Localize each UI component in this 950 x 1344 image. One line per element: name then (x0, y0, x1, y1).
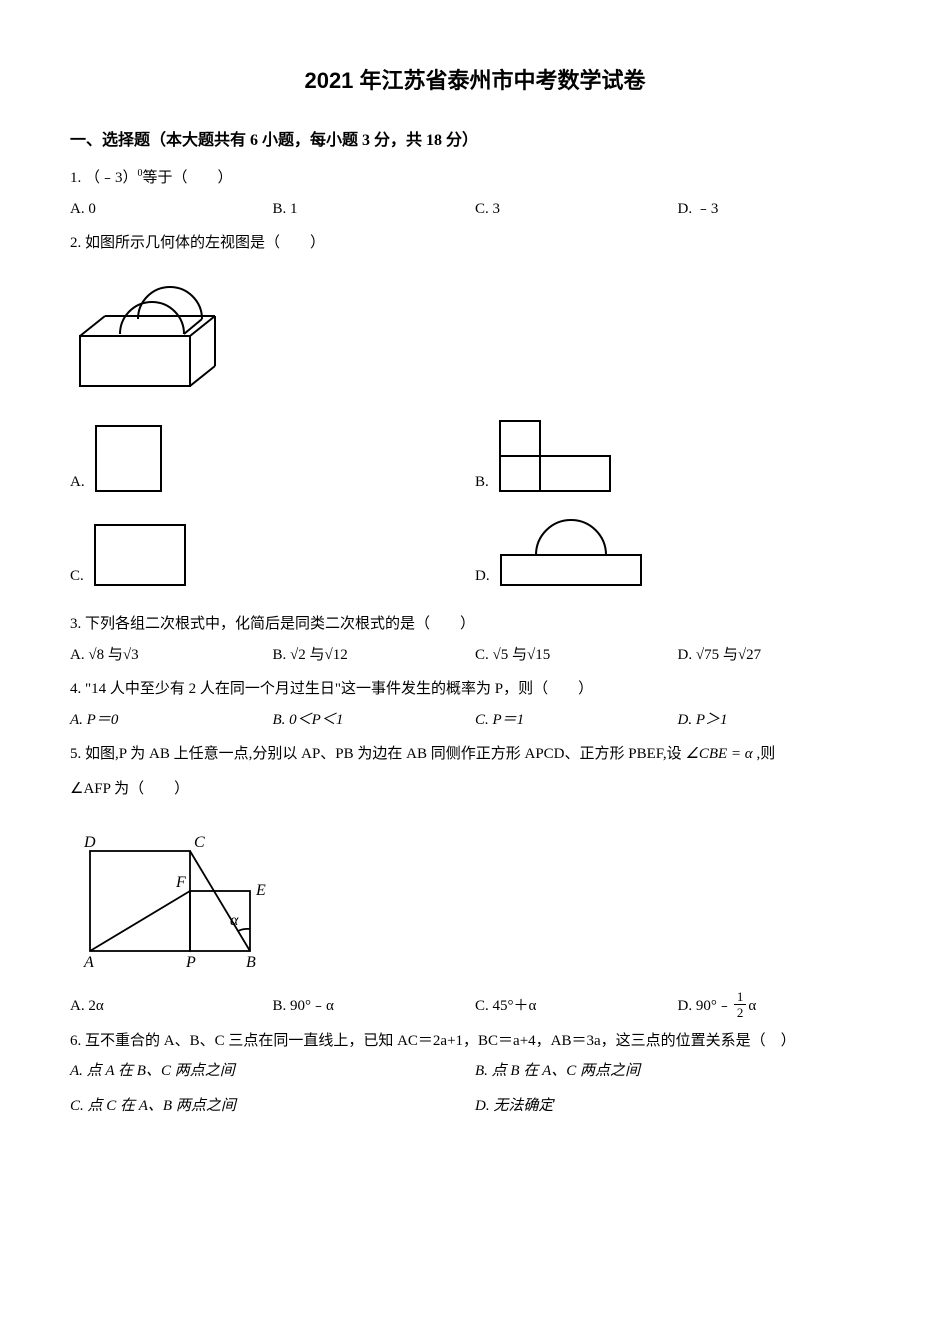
sqrt-b1: √2 (290, 647, 306, 663)
q3-d-label: D. (678, 647, 696, 663)
q3-option-b: B. √2 与√12 (273, 641, 476, 670)
sqrt-b2: √12 (325, 647, 348, 663)
q5-label-F: F (175, 874, 186, 891)
q5-stem-angle: ∠CBE = α (685, 746, 752, 762)
q2-option-a: A. (70, 416, 475, 496)
q3-a-mid: 与 (104, 647, 123, 663)
q3-option-a: A. √8 与√3 (70, 641, 273, 670)
q5-label-D: D (83, 834, 96, 851)
q3-c-label: C. (475, 647, 493, 663)
q5-option-c: C. 45°＋α (475, 992, 678, 1021)
q1-stem: 1. （﹣3）0等于（ ） (70, 164, 880, 193)
section-header: 一、选择题（本大题共有 6 小题，每小题 3 分，共 18 分） (70, 126, 880, 156)
q6-option-a: A. 点 A 在 B、C 两点之间 (70, 1057, 475, 1086)
q2-shape-d (496, 510, 646, 590)
q3-options: A. √8 与√3 B. √2 与√12 C. √5 与√15 D. √75 与… (70, 641, 880, 670)
sqrt-c2: √15 (527, 647, 550, 663)
q2-shape-c (90, 520, 190, 590)
q2-label-a: A. (70, 468, 85, 497)
q5-d-num: 1 (734, 990, 747, 1005)
q5-figure: D C F E A P B α (70, 811, 880, 982)
q4-stem: 4. "14 人中至少有 2 人在同一个月过生日"这一事件发生的概率为 P，则（… (70, 675, 880, 704)
q4-option-c: C. P＝1 (475, 706, 678, 735)
sqrt-d2: √27 (738, 647, 761, 663)
q1-option-b: B. 1 (273, 195, 476, 224)
sqrt-a2: √3 (123, 647, 139, 663)
q3-d-r1: 75 (704, 647, 719, 663)
q5-d-suffix: α (748, 998, 756, 1014)
q5-stem-line2: ∠AFP 为（ ） (70, 775, 880, 804)
q5-stem: 5. 如图,P 为 AB 上任意一点,分别以 AP、PB 为边在 AB 同侧作正… (70, 740, 880, 769)
q6-stem: 6. 互不重合的 A、B、C 三点在同一直线上，已知 AC＝2a+1，BC＝a+… (70, 1027, 880, 1056)
q6-option-c: C. 点 C 在 A、B 两点之间 (70, 1092, 475, 1121)
q3-a-label: A. (70, 647, 88, 663)
q5-options: A. 2α B. 90°﹣α C. 45°＋α D. 90°﹣12α (70, 992, 880, 1021)
q4-option-b: B. 0＜P＜1 (273, 706, 476, 735)
q5-label-P: P (185, 954, 196, 971)
q3-c-r2: 15 (535, 647, 550, 663)
q3-b-r1: 2 (298, 647, 306, 663)
q1-stem-suffix: 等于（ ） (143, 170, 233, 186)
q3-b-label: B. (273, 647, 291, 663)
q4-option-d: D. P＞1 (678, 706, 881, 735)
q1-options: A. 0 B. 1 C. 3 D. ﹣3 (70, 195, 880, 224)
page-title: 2021 年江苏省泰州市中考数学试卷 (70, 60, 880, 102)
q2-stem: 2. 如图所示几何体的左视图是（ ） (70, 229, 880, 258)
q1-option-d: D. ﹣3 (678, 195, 881, 224)
q5-d-fraction: 12 (734, 990, 747, 1019)
q2-label-b: B. (475, 468, 489, 497)
q6-options: A. 点 A 在 B、C 两点之间 B. 点 B 在 A、C 两点之间 C. 点… (70, 1057, 880, 1126)
q5-option-d: D. 90°﹣12α (678, 992, 881, 1021)
q5-d-prefix: D. 90°﹣ (678, 998, 732, 1014)
q5-label-alpha: α (230, 912, 239, 929)
q5-option-b: B. 90°﹣α (273, 992, 476, 1021)
q3-d-mid: 与 (719, 647, 738, 663)
q5-d-den: 2 (734, 1005, 747, 1019)
q5-label-B: B (246, 954, 256, 971)
q3-a-r2: 3 (131, 647, 139, 663)
q6-option-d: D. 无法确定 (475, 1092, 880, 1121)
q2-label-d: D. (475, 562, 490, 591)
q3-a-r1: 8 (97, 647, 105, 663)
q3-b-mid: 与 (306, 647, 325, 663)
q3-b-r2: 12 (333, 647, 348, 663)
q2-option-d: D. (475, 510, 880, 590)
q2-options: A. B. C. D. (70, 416, 880, 604)
q1-stem-prefix: 1. （﹣3） (70, 170, 138, 186)
q4-option-a: A. P＝0 (70, 706, 273, 735)
q1-option-c: C. 3 (475, 195, 678, 224)
q5-label-E: E (255, 882, 266, 899)
q5-stem-part1: 5. 如图,P 为 AB 上任意一点,分别以 AP、PB 为边在 AB 同侧作正… (70, 746, 682, 762)
q2-shape-a (91, 416, 171, 496)
q3-c-mid: 与 (508, 647, 527, 663)
q3-option-c: C. √5 与√15 (475, 641, 678, 670)
q3-stem: 3. 下列各组二次根式中，化简后是同类二次根式的是（ ） (70, 610, 880, 639)
sqrt-a1: √8 (88, 647, 104, 663)
q2-label-c: C. (70, 562, 84, 591)
sqrt-d1: √75 (696, 647, 719, 663)
q5-stem-part2: ,则 (756, 746, 775, 762)
q6-option-b: B. 点 B 在 A、C 两点之间 (475, 1057, 880, 1086)
q5-option-a: A. 2α (70, 992, 273, 1021)
q4-options: A. P＝0 B. 0＜P＜1 C. P＝1 D. P＞1 (70, 706, 880, 735)
sqrt-c1: √5 (493, 647, 509, 663)
q3-d-r2: 27 (746, 647, 761, 663)
q1-option-a: A. 0 (70, 195, 273, 224)
q2-option-c: C. (70, 510, 475, 590)
q5-label-C: C (194, 834, 205, 851)
q2-shape-b (495, 416, 615, 496)
q2-option-b: B. (475, 416, 880, 496)
q3-option-d: D. √75 与√27 (678, 641, 881, 670)
q5-label-A: A (83, 954, 94, 971)
q2-solid-figure (70, 266, 880, 407)
